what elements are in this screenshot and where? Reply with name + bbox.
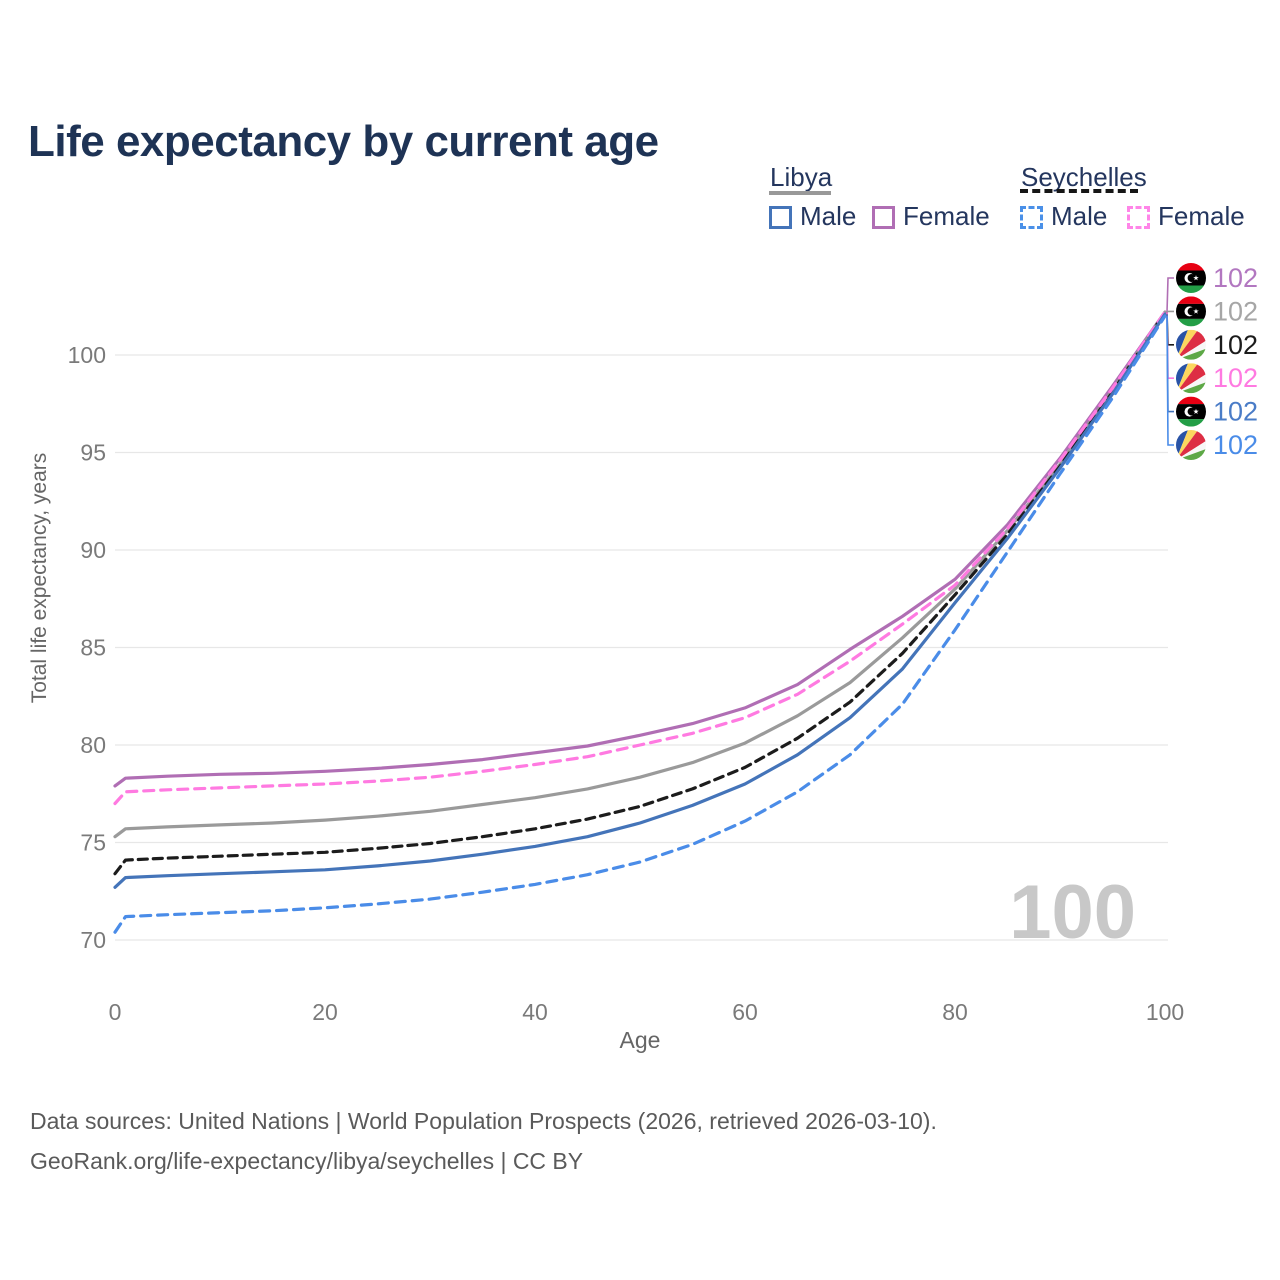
end-value-label-libya_total: 102 [1213,296,1258,326]
legend-label-seychelles-male[interactable]: Male [1051,201,1108,231]
end-label-leader-libya_total [1166,310,1174,313]
legend-swatch-seychelles-female[interactable] [1127,206,1150,229]
seychelles-flag-icon [1176,329,1206,360]
y-axis-title: Total life expectancy, years [28,453,51,704]
y-tick-label: 95 [80,440,106,466]
series-line-libya_male[interactable] [113,312,1167,889]
series-line-seychelles_female[interactable] [113,310,1167,806]
x-tick-label: 0 [109,999,122,1025]
end-value-label-seychelles_total: 102 [1213,330,1258,360]
y-tick-label: 100 [68,342,106,368]
libya-flag-icon [1176,263,1206,293]
series-line-libya_total[interactable] [113,310,1167,839]
x-tick-label: 40 [522,999,548,1025]
x-tick-label: 20 [312,999,338,1025]
end-value-label-seychelles_female: 102 [1213,363,1258,393]
legend-group-libya: Libya [770,162,833,192]
y-tick-label: 70 [80,927,106,953]
legend-underline-seychelles [1020,189,1138,193]
y-tick-label: 80 [80,732,106,758]
series-line-seychelles_total[interactable] [113,310,1167,876]
x-tick-label: 60 [732,999,758,1025]
x-tick-label: 100 [1146,999,1184,1025]
legend-underline-libya [769,191,831,195]
end-label-leader-seychelles_male [1166,315,1174,446]
libya-flag-icon [1176,396,1206,427]
legend-group-seychelles: Seychelles [1021,162,1147,192]
y-tick-label: 75 [80,830,106,856]
legend-label-seychelles-female[interactable]: Female [1158,201,1245,231]
end-value-label-libya_male: 102 [1213,397,1258,427]
end-value-label-seychelles_male: 102 [1213,430,1258,460]
x-axis-title: Age [620,1027,661,1053]
hover-age-watermark: 100 [1009,870,1136,955]
seychelles-flag-icon [1176,430,1206,460]
series-line-libya_female[interactable] [113,310,1167,788]
end-label-leader-libya_female [1166,277,1174,313]
y-tick-label: 85 [80,635,106,661]
plot-area[interactable] [115,312,1165,940]
legend-label-libya-male[interactable]: Male [800,201,857,231]
seychelles-flag-icon [1176,363,1206,394]
attribution-link: GeoRank.org/life-expectancy/libya/seyche… [30,1148,584,1174]
series-line-seychelles_male[interactable] [113,314,1167,934]
libya-flag-icon [1176,296,1206,327]
data-sources-text: Data sources: United Nations | World Pop… [30,1108,937,1134]
page-title: Life expectancy by current age [28,117,659,167]
y-tick-label: 90 [80,537,106,563]
end-value-label-libya_female: 102 [1213,263,1258,293]
legend-swatch-seychelles-male[interactable] [1020,206,1043,229]
legend-label-libya-female[interactable]: Female [903,201,990,231]
legend-swatch-libya-male[interactable] [769,206,792,229]
legend-swatch-libya-female[interactable] [872,206,895,229]
x-tick-label: 80 [942,999,968,1025]
